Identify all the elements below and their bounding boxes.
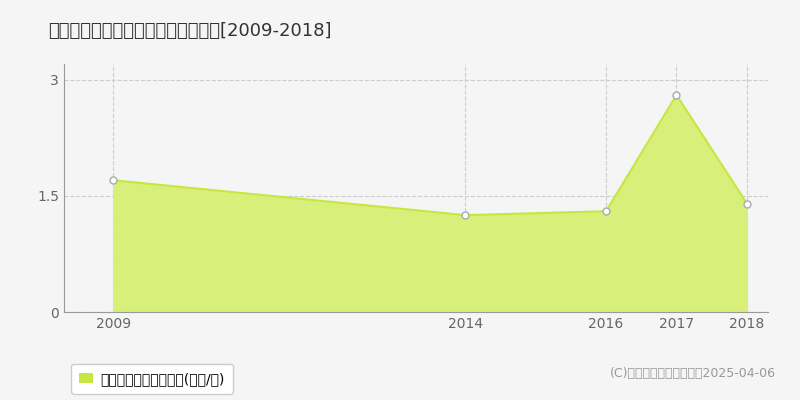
- Point: [459, 212, 472, 218]
- Point: [741, 200, 754, 207]
- Point: [670, 92, 683, 98]
- Legend: 土地価格　平均坪単価(万円/坪): 土地価格 平均坪単価(万円/坪): [71, 364, 233, 394]
- Point: [600, 208, 613, 214]
- Point: [107, 177, 120, 184]
- Text: (C)土地価格ドットコム　2025-04-06: (C)土地価格ドットコム 2025-04-06: [610, 367, 776, 380]
- Text: 中新川郡立山町塚越　土地価格推移[2009-2018]: 中新川郡立山町塚越 土地価格推移[2009-2018]: [48, 22, 331, 40]
